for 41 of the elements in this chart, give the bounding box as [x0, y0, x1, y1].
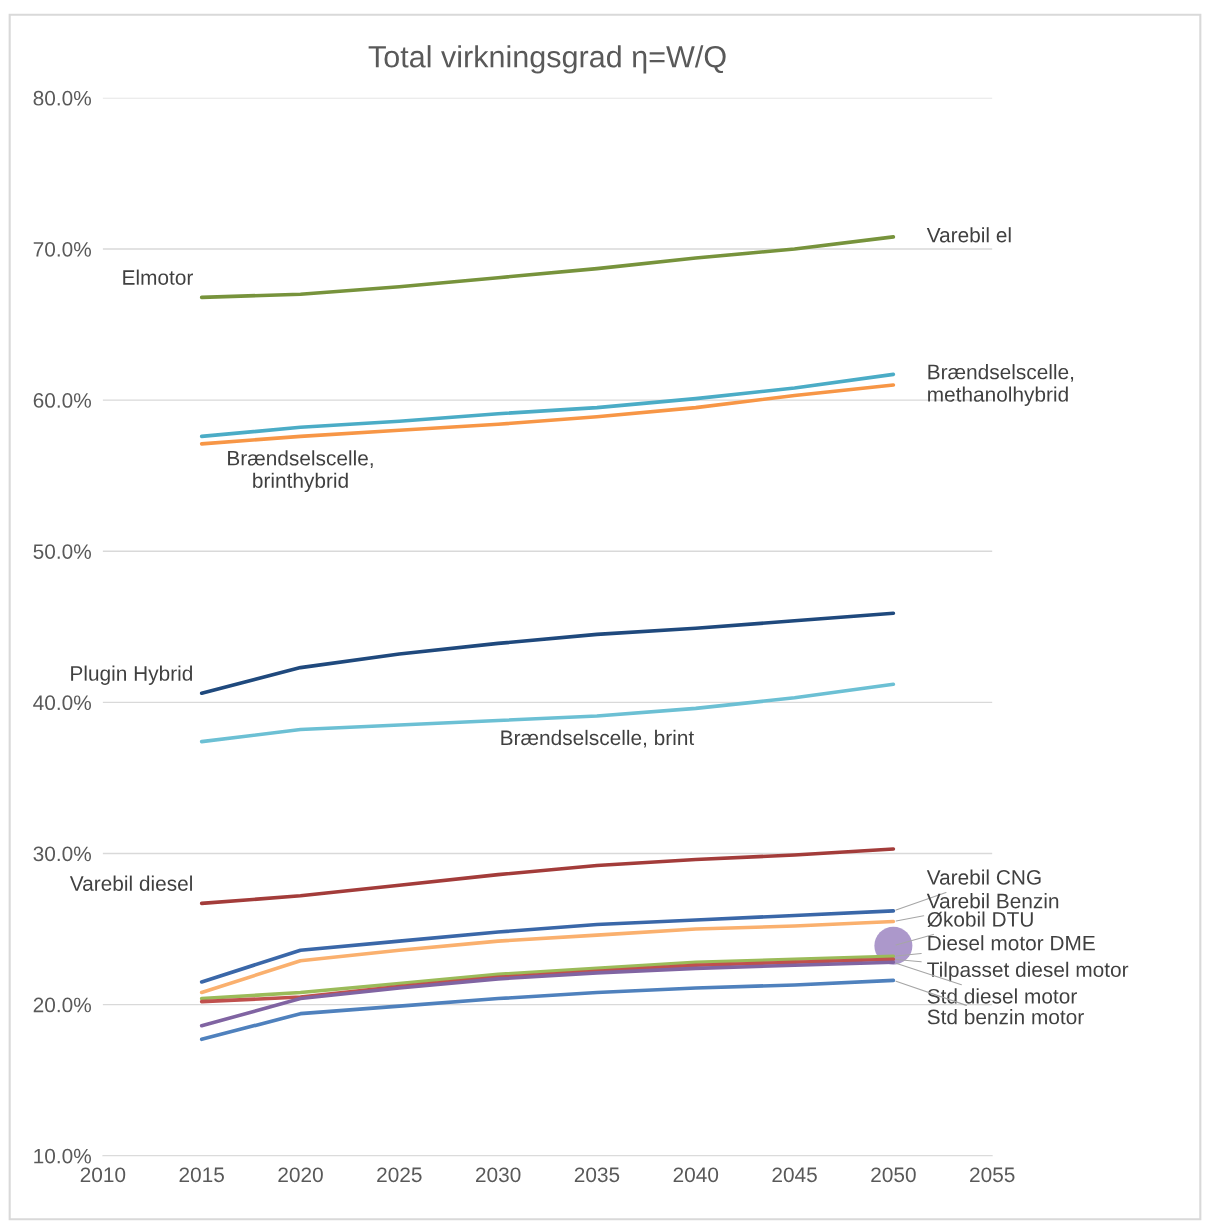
- y-tick-label: 60.0%: [33, 393, 91, 408]
- annotation: Brændselscelle, methanolhybrid: [928, 364, 1074, 406]
- y-tick-label: 10.0%: [34, 1148, 91, 1164]
- annotation: Brændselscelle, brinthybrid: [228, 450, 373, 493]
- line-series: [199, 847, 896, 906]
- line-series: [199, 919, 896, 995]
- y-tick-label: 70.0%: [33, 241, 91, 257]
- x-tick-label: 2025: [377, 1167, 422, 1183]
- annotation: Std diesel motor: [927, 988, 1077, 1004]
- annotation: Brændselscelle, brint: [501, 729, 695, 748]
- x-tick-label: 2035: [574, 1167, 620, 1183]
- annotation: Økobil DTU: [927, 911, 1033, 928]
- annotation: Plugin Hybrid: [71, 665, 192, 685]
- annotation: Std benzin motor: [927, 1009, 1084, 1025]
- line-series: [199, 611, 896, 696]
- annotation: Varebil CNG: [926, 869, 1041, 885]
- x-tick-label: 2040: [673, 1167, 719, 1183]
- y-tick-label: 80.0%: [33, 90, 91, 106]
- x-tick-label: 2020: [278, 1167, 323, 1183]
- line-series: [199, 909, 896, 984]
- line-series: [199, 978, 896, 1042]
- x-tick-label: 2010: [80, 1167, 126, 1183]
- x-tick-label: 2055: [970, 1167, 1015, 1183]
- y-tick-label: 40.0%: [33, 695, 91, 711]
- line-series: [199, 383, 896, 446]
- annotation: Varebil el: [926, 227, 1011, 243]
- x-tick-label: 2050: [871, 1167, 916, 1183]
- annotation: Tilpasset diesel motor: [927, 961, 1129, 982]
- annotation: Diesel motor DME: [928, 935, 1095, 951]
- y-tick-label: 30.0%: [33, 846, 91, 862]
- line-series: [199, 372, 896, 439]
- chart-title: Total virkningsgrad η=W/Q: [368, 45, 726, 74]
- line-series: [199, 235, 896, 300]
- x-tick-label: 2015: [179, 1167, 224, 1183]
- y-tick-label: 20.0%: [33, 997, 91, 1013]
- x-tick-label: 2045: [772, 1167, 817, 1183]
- x-tick-label: 2030: [475, 1167, 521, 1183]
- annotation: Varebil diesel: [69, 875, 192, 891]
- annotation: Varebil Benzin: [926, 893, 1059, 909]
- annotation: Elmotor: [123, 269, 193, 285]
- y-tick-label: 50.0%: [33, 544, 91, 559]
